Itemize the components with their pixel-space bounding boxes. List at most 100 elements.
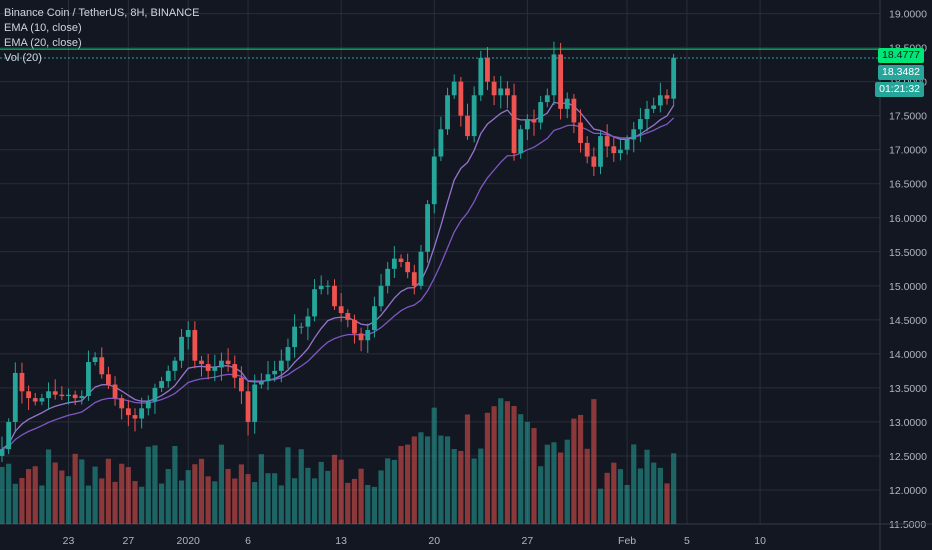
x-tick-label: 20 [428,535,440,547]
volume-bar [491,406,497,524]
candle-body [325,285,331,287]
candle-body [511,95,517,154]
candle-body [657,95,663,106]
candle-body [445,95,450,130]
candle-body [145,401,151,409]
candle-body [558,54,563,109]
y-tick-label: 11.5000 [889,519,926,531]
volume-bar [391,459,397,524]
candle-body [179,336,184,361]
candle-body [86,362,91,397]
candle-body [671,57,677,99]
candle-body [159,381,164,388]
volume-bar [425,436,431,524]
volume-bar [398,446,404,524]
ema10-label[interactable]: EMA (10, close) [4,22,82,34]
candle-body [199,360,204,365]
volume-bar [12,483,18,524]
volume-bar [657,467,663,524]
volume-bar [112,481,118,524]
candle-body [458,81,464,116]
candle-body [132,415,138,419]
candle-body [505,88,510,96]
volume-bar [72,453,78,524]
volume-bar [6,463,12,524]
candle-body [172,360,178,371]
candle-body [425,204,430,252]
ema-10-line [1,101,675,450]
candle-body [66,394,71,397]
candle-body [338,306,344,314]
volume-label[interactable]: Vol (20) [4,52,42,64]
volume-bar [524,421,530,524]
volume-bar [564,439,570,524]
y-tick-label: 14.5000 [889,315,927,327]
volume-bar [631,444,637,524]
candle-body [285,347,291,361]
volume-bar [292,478,298,524]
x-tick-label: 5 [684,535,690,547]
candle-body [219,360,224,368]
candle-body [312,289,317,317]
volume-bar [418,432,424,524]
volume-bar [152,445,158,524]
volume-bar [498,398,504,524]
candle-body [272,370,278,375]
volume-bar [558,452,564,524]
volume-bar [478,448,484,524]
volume-bar [125,467,131,524]
volume-bar [331,454,338,524]
x-tick-label: 2020 [177,535,201,547]
candle-body [99,357,105,375]
candle-body [26,391,31,399]
symbol-title[interactable]: Binance Coin / TetherUS, 8H, BINANCE [4,7,200,19]
volume-bar [85,485,92,524]
volume-bar [119,463,125,524]
high-price-badge: 18.4777 [878,48,924,63]
candle-body [332,285,337,307]
volume-bar [664,483,670,524]
volume-bar [278,485,284,524]
candle-body [471,95,477,137]
volume-bar [165,469,171,524]
candle-body [498,88,504,96]
volume-bar [192,464,198,524]
volume-bar [59,470,65,524]
candle-body [245,391,251,422]
volume-bar [19,478,25,524]
candle-body [664,95,670,99]
y-tick-label: 13.0000 [889,417,927,429]
volume-bar [32,466,38,524]
volume-bar [464,414,471,524]
volume-bar [39,485,45,524]
volume-bar [531,428,537,524]
volume-bar [431,407,437,524]
x-tick-label: 23 [63,535,75,547]
volume-bar [345,482,351,524]
volume-bar [551,442,557,524]
volume-bar [358,468,364,524]
volume-bar [232,478,238,524]
volume-bar [385,458,391,524]
volume-bar [205,476,211,524]
candle-body [644,108,650,120]
candle-body [12,372,18,422]
ema20-label[interactable]: EMA (20, close) [4,37,82,49]
candle-body [611,146,617,154]
volume-bar [504,401,510,524]
candle-body [52,391,58,395]
y-tick-label: 13.5000 [889,383,927,395]
volume-bar [132,481,138,524]
volume-bar [484,412,491,524]
candle-body [225,360,231,365]
y-tick-label: 12.5000 [889,451,927,463]
candle-body [631,129,637,140]
volume-bar [584,448,590,524]
candle-body [39,398,45,402]
volume-bar [245,474,251,524]
chart-legend: Binance Coin / TetherUS, 8H, BINANCE EMA… [4,6,199,66]
volume-bar [252,482,258,524]
volume-bar [611,462,617,524]
volume-bar [99,478,105,524]
